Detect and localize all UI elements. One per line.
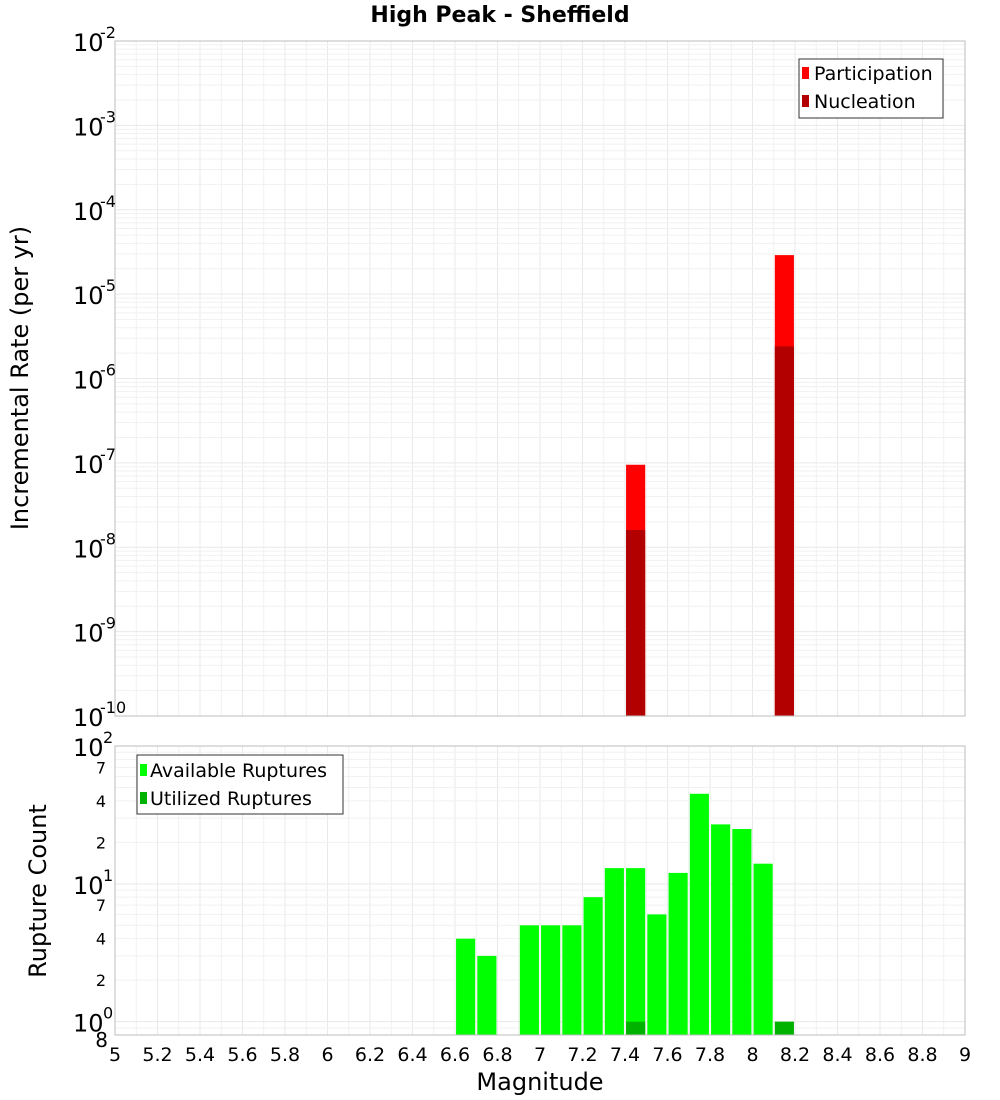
x-tick-label: 5.6 xyxy=(227,1044,257,1066)
x-tick-label: 6.2 xyxy=(355,1044,385,1066)
bottom-bar-available-ruptures-8 xyxy=(647,914,667,1035)
top-legend: Participation Nucleation xyxy=(798,58,944,119)
top-y-tick-label: 10 xyxy=(73,451,104,479)
top-y-axis-label: Incremental Rate (per yr) xyxy=(6,226,34,530)
bottom-legend-box xyxy=(136,754,344,815)
top-legend-box xyxy=(798,58,944,119)
top-bar-nucleation-1 xyxy=(774,346,794,716)
x-tick-label: 8.2 xyxy=(780,1044,810,1066)
bottom-bar-available-ruptures-0 xyxy=(456,938,476,1035)
x-tick-labels: 5 5.2 5.4 5.6 5.8 6 6.2 6.4 6.6 6.8 7 7.2 7.4 7.6 7.8 8… xyxy=(109,1044,971,1066)
top-y-tick-exponent: -6 xyxy=(100,361,116,380)
legend-label-utilized-ruptures: Utilized Ruptures xyxy=(150,788,312,810)
x-tick-label: 5.8 xyxy=(270,1044,300,1066)
chart-title: High Peak - Sheffield xyxy=(370,3,629,28)
bottom-bar-available-ruptures-3 xyxy=(541,925,561,1035)
top-y-tick-label: 10 xyxy=(73,29,104,57)
x-tick-label: 8.4 xyxy=(822,1044,852,1066)
top-plot-bars xyxy=(626,255,794,716)
x-tick-label: 8 xyxy=(746,1044,758,1066)
top-bar-nucleation-0 xyxy=(626,530,646,716)
top-y-tick-label: 10 xyxy=(73,113,104,141)
bottom-plot-bars xyxy=(456,793,794,1035)
bottom-y-minor-tick-label: 8 xyxy=(95,1028,108,1052)
bottom-y-tick-exponent: 1 xyxy=(103,866,113,885)
top-y-tick-exponent: -4 xyxy=(100,192,116,211)
x-axis-label: Magnitude xyxy=(476,1068,603,1096)
bottom-bar-available-ruptures-2 xyxy=(519,925,539,1035)
x-tick-label: 6.8 xyxy=(482,1044,512,1066)
top-y-tick-exponent: -2 xyxy=(100,23,116,42)
bottom-y-tick-label: 10 xyxy=(73,872,104,900)
x-tick-label: 7.2 xyxy=(567,1044,597,1066)
top-y-tick-exponent: -5 xyxy=(100,276,116,295)
x-tick-label: 5.4 xyxy=(185,1044,215,1066)
bottom-bar-available-ruptures-10 xyxy=(689,793,709,1035)
bottom-bar-available-ruptures-7 xyxy=(626,868,646,1035)
top-y-tick-label: 10 xyxy=(73,282,104,310)
x-tick-label: 7.4 xyxy=(610,1044,640,1066)
bottom-bar-available-ruptures-9 xyxy=(668,872,688,1035)
bottom-plot-frame xyxy=(114,745,966,1036)
bottom-y-tick-label: 10 xyxy=(73,734,104,762)
bottom-y-tick-label: 10 xyxy=(73,1010,104,1038)
legend-label-nucleation: Nucleation xyxy=(814,91,916,113)
x-tick-label: 6.6 xyxy=(440,1044,470,1066)
bottom-bar-available-ruptures-6 xyxy=(604,868,624,1035)
top-y-tick-exponent: -7 xyxy=(100,445,116,464)
bottom-bar-available-ruptures-13 xyxy=(753,863,773,1035)
x-tick-label: 7.8 xyxy=(695,1044,725,1066)
top-y-tick-exponent: -10 xyxy=(100,698,126,717)
bottom-y-minor-tick-label: 4 xyxy=(96,930,106,949)
bottom-y-minor-tick-label: 7 xyxy=(96,896,106,915)
top-plot-frame xyxy=(114,40,966,717)
top-y-tick-exponent: -9 xyxy=(100,614,116,633)
bottom-y-tick-exponent: 0 xyxy=(103,1004,113,1023)
top-y-tick-label: 10 xyxy=(73,620,104,648)
bottom-y-minor-tick-label: 2 xyxy=(96,971,106,990)
bottom-y-axis-label: Rupture Count xyxy=(24,804,52,978)
legend-swatch-nucleation xyxy=(802,95,809,107)
top-y-tick-label: 10 xyxy=(73,535,104,563)
legend-swatch-utilized-ruptures xyxy=(140,792,147,804)
x-tick-label: 6.4 xyxy=(397,1044,427,1066)
legend-label-available-ruptures: Available Ruptures xyxy=(150,760,327,782)
x-tick-label: 8.6 xyxy=(865,1044,895,1066)
bottom-bar-utilized-ruptures-1 xyxy=(774,1021,794,1035)
x-tick-label: 7.6 xyxy=(652,1044,682,1066)
top-y-tick-label: 10 xyxy=(73,367,104,395)
bottom-bar-available-ruptures-11 xyxy=(711,824,731,1035)
x-tick-label: 5.2 xyxy=(142,1044,172,1066)
top-y-tick-label: 10 xyxy=(73,198,104,226)
top-y-tick-exponent: -3 xyxy=(100,107,116,126)
bottom-y-minor-tick-label: 2 xyxy=(96,833,106,852)
legend-swatch-available-ruptures xyxy=(140,764,147,776)
x-tick-label: 9 xyxy=(959,1044,971,1066)
bottom-bar-available-ruptures-5 xyxy=(583,897,603,1035)
bottom-y-tick-exponent: 2 xyxy=(103,728,113,747)
legend-swatch-participation xyxy=(802,67,809,79)
x-tick-label: 7 xyxy=(534,1044,546,1066)
bottom-bar-utilized-ruptures-0 xyxy=(626,1021,646,1035)
top-y-tick-exponent: -8 xyxy=(100,529,116,548)
x-tick-label: 6 xyxy=(321,1044,333,1066)
x-tick-label: 8.8 xyxy=(907,1044,937,1066)
bottom-bar-available-ruptures-12 xyxy=(732,828,752,1035)
bottom-bar-available-ruptures-4 xyxy=(562,925,582,1035)
x-tick-label: 5 xyxy=(109,1044,121,1066)
top-y-tick-label: 10 xyxy=(73,704,104,732)
top-plot-grid xyxy=(114,41,966,717)
legend-label-participation: Participation xyxy=(814,63,933,85)
bottom-y-minor-tick-label: 4 xyxy=(96,792,106,811)
bottom-bar-available-ruptures-1 xyxy=(477,955,497,1035)
bottom-legend: Available Ruptures Utilized Ruptures xyxy=(136,754,344,815)
bottom-y-minor-tick-label: 7 xyxy=(96,758,106,777)
